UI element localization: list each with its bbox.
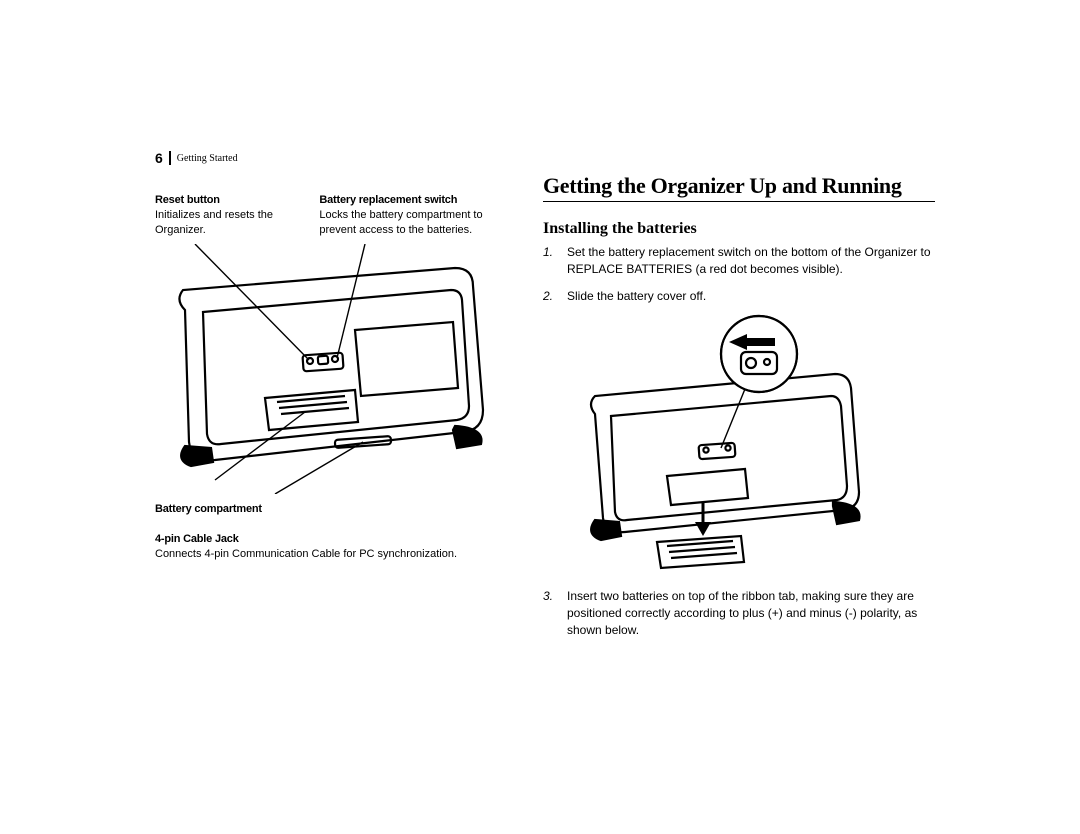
- steps-list: 1. Set the battery replacement switch on…: [543, 244, 935, 304]
- battery-cover-diagram: [571, 314, 871, 574]
- callout-title: Battery replacement switch: [319, 193, 495, 208]
- bottom-callouts: Battery compartment 4-pin Cable Jack Con…: [155, 502, 495, 563]
- steps-list-continued: 3. Insert two batteries on top of the ri…: [543, 588, 935, 638]
- top-callouts: Reset button Initializes and resets the …: [155, 193, 495, 238]
- step-number: 1.: [543, 244, 567, 278]
- step-number: 3.: [543, 588, 567, 638]
- right-column: Getting the Organizer Up and Running Ins…: [543, 145, 935, 649]
- callout-cable-jack: 4-pin Cable Jack Connects 4-pin Communic…: [155, 532, 495, 562]
- callout-battery-switch: Battery replacement switch Locks the bat…: [319, 193, 495, 238]
- callout-title: 4-pin Cable Jack: [155, 532, 495, 547]
- callout-reset-button: Reset button Initializes and resets the …: [155, 193, 301, 238]
- main-title: Getting the Organizer Up and Running: [543, 173, 935, 202]
- callout-text: Locks the battery compartment to prevent…: [319, 208, 495, 238]
- step-3: 3. Insert two batteries on top of the ri…: [543, 588, 935, 638]
- callout-title: Reset button: [155, 193, 301, 208]
- step-text: Set the battery replacement switch on th…: [567, 244, 935, 278]
- step-number: 2.: [543, 288, 567, 305]
- left-column: Reset button Initializes and resets the …: [155, 145, 495, 649]
- step-1: 1. Set the battery replacement switch on…: [543, 244, 935, 278]
- organizer-back-diagram: [155, 244, 495, 494]
- callout-title: Battery compartment: [155, 502, 495, 517]
- step-text: Insert two batteries on top of the ribbo…: [567, 588, 935, 638]
- step-text: Slide the battery cover off.: [567, 288, 935, 305]
- subtitle: Installing the batteries: [543, 220, 935, 238]
- step-2: 2. Slide the battery cover off.: [543, 288, 935, 305]
- callout-text: Connects 4-pin Communication Cable for P…: [155, 547, 495, 562]
- callout-battery-compartment: Battery compartment: [155, 502, 495, 517]
- callout-text: Initializes and resets the Organizer.: [155, 208, 301, 238]
